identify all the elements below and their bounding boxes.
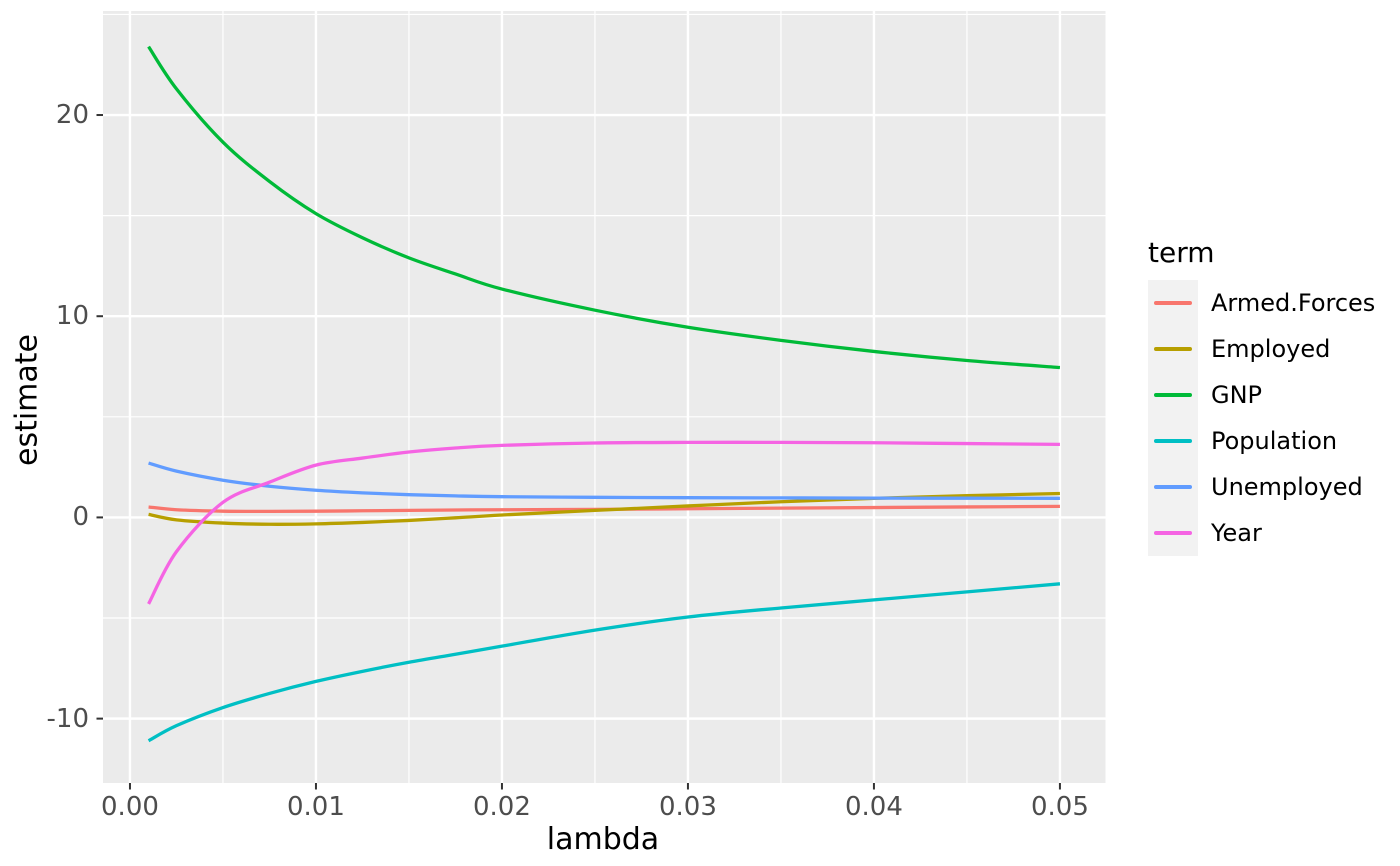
legend-label-armed-forces: Armed.Forces [1211,289,1376,317]
legend-key-year [1148,510,1198,556]
legend-key-line-icon [1154,347,1192,351]
x-tick-label-0.02: 0.02 [473,792,531,822]
x-tick-label-0.03: 0.03 [658,792,717,822]
legend-label-gnp: GNP [1211,381,1263,409]
legend-key-population [1148,418,1198,464]
y-axis-title: estimate [9,333,45,467]
legend-label-population: Population [1211,427,1338,455]
legend-key-line-icon [1154,531,1192,535]
x-tick-label-0.05: 0.05 [1030,792,1089,822]
series-line-year [147,440,1060,605]
legend-key-armed-forces [1148,280,1198,326]
y-tick-label-0: 0 [72,502,89,533]
legend-key-line-icon [1154,485,1192,489]
y-tick-label--10: -10 [46,703,89,734]
legend-key-gnp [1148,372,1198,418]
legend-label-year: Year [1211,519,1262,547]
legend-entry-gnp: GNP [1148,372,1375,418]
legend-key-line-icon [1154,439,1192,443]
legend-entry-unemployed: Unemployed [1148,464,1375,510]
x-tick-label-0.01: 0.01 [287,792,345,822]
legend-entry-population: Population [1148,418,1375,464]
legend-key-unemployed [1148,464,1198,510]
series-line-population [147,582,1061,743]
plot-panel [103,11,1106,783]
legend-entries: Armed.Forces Employed GNP Population Unemplo… [1148,280,1375,556]
y-tick-label-20: 20 [55,100,89,131]
series-line-armed-forces [148,504,1060,514]
legend-entry-year: Year [1148,510,1375,556]
legend-key-line-icon [1154,393,1192,397]
x-tick-label-0.00: 0.00 [101,792,159,822]
legend-key-employed [1148,326,1198,372]
legend-title: term [1148,236,1215,269]
legend-key-line-icon [1154,301,1192,305]
legend-label-unemployed: Unemployed [1211,473,1363,501]
legend-entry-employed: Employed [1148,326,1375,372]
series-line-unemployed [148,461,1060,500]
series-line-gnp [147,45,1061,370]
legend: term Armed.Forces Employed GNP Population Un… [1148,236,1375,556]
y-tick-label-10: 10 [55,301,89,332]
legend-label-employed: Employed [1211,335,1331,363]
x-axis-title: lambda [546,822,660,857]
x-tick-label-0.04: 0.04 [844,792,903,822]
legend-entry-armed-forces: Armed.Forces [1148,280,1375,326]
